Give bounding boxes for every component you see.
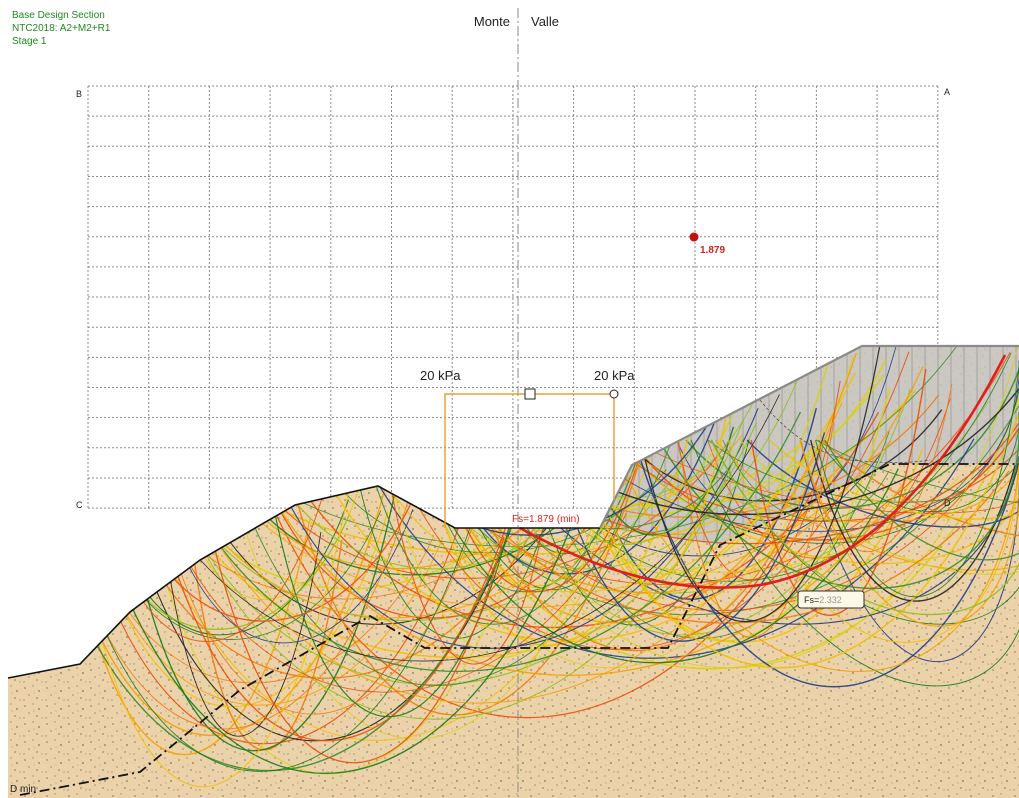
slip-surface-arc — [416, 397, 1019, 670]
slip-surface-arc — [192, 437, 745, 720]
d-min-label: D min — [10, 784, 36, 795]
monte-label: Monte — [474, 14, 510, 29]
corner-d-label: D — [944, 498, 951, 508]
slip-surface-arc — [205, 411, 802, 672]
slip-surface-arc — [247, 440, 892, 608]
inner-arc — [759, 399, 931, 463]
slip-surface-arc — [569, 415, 1019, 669]
slip-surface-arc — [134, 487, 397, 752]
stage-label: Stage 1 — [12, 36, 47, 47]
slip-surface-arc — [274, 489, 610, 619]
slip-surface-arc — [179, 394, 780, 662]
corner-c-label: C — [76, 500, 83, 510]
embankment-profile-line — [599, 344, 1019, 529]
slip-surface-arc — [639, 346, 882, 623]
valle-label: Valle — [531, 14, 559, 29]
distributed-load[interactable]: 20 kPa 20 kPa — [420, 368, 635, 528]
slip-surface-arc — [208, 524, 505, 764]
load-handle-right[interactable] — [609, 389, 619, 399]
critical-slip-surface[interactable] — [519, 354, 1007, 589]
slip-surface-arc — [615, 431, 1019, 565]
load-right-label: 20 kPa — [594, 368, 635, 383]
slip-surface-arc — [824, 369, 1019, 561]
norm-label: NTC2018: A2+M2+R1 — [12, 23, 111, 34]
slip-surface-arc — [111, 505, 580, 774]
slip-surface-arc — [207, 355, 696, 619]
slip-surface-arc — [815, 365, 1019, 598]
slip-surface-arc — [658, 412, 1019, 589]
fs-box-value: 2.332 — [819, 595, 842, 605]
slip-surface-arc — [374, 455, 806, 593]
slip-surface-arc — [818, 362, 1019, 513]
slip-surface-arc — [99, 538, 434, 684]
slip-surface-arc — [676, 346, 899, 521]
svg-text:Fs=2.332: Fs=2.332 — [804, 595, 842, 605]
slip-surface-arc — [149, 495, 415, 622]
slip-surface-arc — [143, 493, 553, 679]
slip-surface-arc — [290, 495, 548, 570]
fs-box-prefix: Fs= — [804, 595, 819, 605]
slip-surface-arc — [385, 462, 544, 665]
slip-surface-arc — [99, 539, 443, 706]
critical-center-fs: 1.879 — [700, 245, 725, 256]
design-info-panel: Base Design Section NTC2018: A2+M2+R1 St… — [12, 9, 110, 48]
slip-surface-arc — [678, 397, 838, 638]
corner-a-label: A — [944, 87, 950, 97]
fs-tooltip-box[interactable]: Fs=2.332 — [797, 590, 865, 609]
slip-surface-arc — [491, 388, 911, 636]
slip-surface-arc — [289, 346, 960, 547]
slip-surface-arc — [815, 439, 1019, 508]
critical-center-dot[interactable] — [689, 232, 699, 242]
slip-surface-arc — [103, 511, 389, 708]
slip-surface-arc — [175, 509, 414, 644]
slip-surface-arc — [206, 402, 843, 704]
slip-surface-arc — [821, 347, 1019, 540]
slip-surface-arc — [722, 439, 890, 522]
slip-surface-arc — [633, 439, 1019, 688]
slip-surface-arc — [707, 425, 1019, 503]
slip-surface-arc — [247, 415, 681, 686]
ground-profile-line — [7, 485, 600, 679]
slip-surface-arc — [746, 439, 1019, 528]
slip-surface-arc — [427, 353, 857, 624]
slip-surface-arc — [710, 434, 1019, 616]
section-title: Base Design Section — [12, 10, 105, 21]
slip-surface-arc — [727, 398, 1019, 643]
slip-surface-arc — [294, 436, 647, 716]
slip-surface-arc — [676, 380, 841, 581]
slip-surface-arc — [800, 384, 953, 553]
slip-surface-arc — [550, 432, 826, 642]
slip-surface-arc — [356, 472, 555, 639]
slip-surface-arc — [78, 521, 310, 756]
slip-surface-arc — [165, 496, 517, 742]
corner-b-label: B — [76, 89, 82, 99]
slip-surface-arc — [84, 480, 351, 788]
slip-surface-arc — [460, 346, 1019, 669]
slip-surface-arc — [415, 451, 899, 664]
slip-surface-arc — [78, 500, 409, 730]
fs-min-label: Fs=1.879 (min) — [512, 514, 580, 525]
slip-surface-arc — [714, 409, 1019, 571]
slip-surface-arc — [74, 483, 387, 737]
slip-surface-arc — [768, 373, 1019, 520]
slip-surface-arc — [386, 461, 598, 658]
slip-surface-arc — [572, 360, 1019, 532]
load-left-label: 20 kPa — [420, 368, 461, 383]
load-handle-left[interactable] — [524, 388, 536, 400]
layer-boundary — [19, 463, 1019, 796]
slip-surface-arc — [799, 418, 1019, 627]
slip-surface-arc — [80, 491, 482, 772]
slip-surface-arc — [274, 475, 910, 676]
slip-surface-arc — [690, 439, 1019, 687]
